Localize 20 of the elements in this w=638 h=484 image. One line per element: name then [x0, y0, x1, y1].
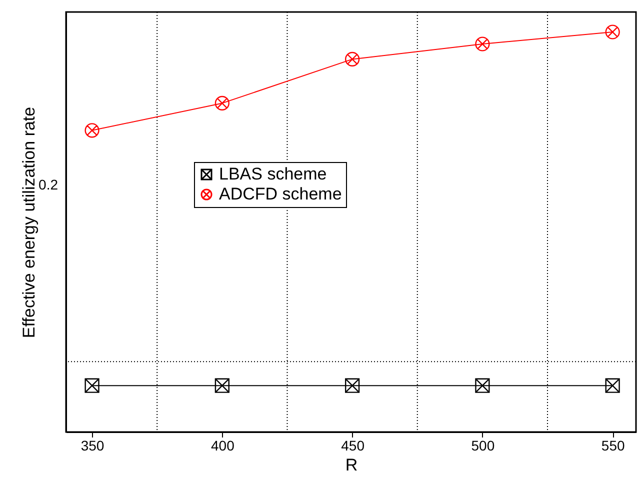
x-tick-label: 350	[80, 438, 104, 454]
point	[475, 378, 490, 393]
point	[344, 378, 360, 393]
x-tick-label: 400	[210, 438, 235, 454]
point	[475, 36, 490, 52]
point	[605, 378, 620, 393]
x-tick-label: 500	[471, 438, 495, 454]
x-tick-label: 550	[601, 438, 625, 454]
legend-label: ADCFD scheme	[219, 184, 342, 204]
y-axis-title: Effective energy utilization rate	[20, 106, 38, 338]
x-axis-title: R	[345, 456, 358, 474]
text: 0.2	[38, 176, 58, 193]
point	[214, 96, 230, 111]
point	[84, 378, 100, 393]
point	[214, 378, 230, 393]
point	[84, 123, 100, 138]
point	[344, 52, 360, 67]
x-tick-label: 450	[341, 438, 365, 454]
legend-label: LBAS scheme	[219, 164, 327, 184]
point	[605, 24, 620, 40]
